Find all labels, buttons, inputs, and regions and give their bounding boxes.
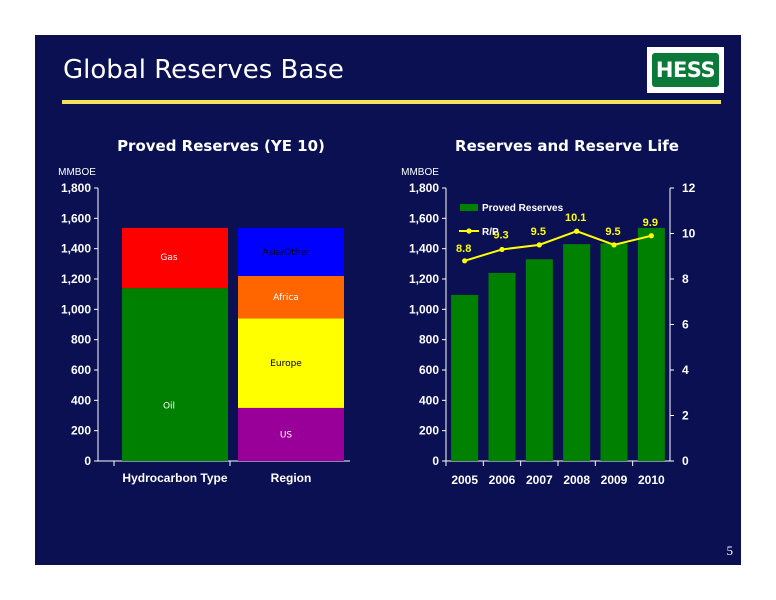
chart1-y-tick-label: 1,600 xyxy=(61,211,91,225)
chart2-y-tick-label: 1,000 xyxy=(409,302,439,316)
chart2-y-tick-label: 800 xyxy=(419,333,439,347)
chart1-y-tick-label: 1,200 xyxy=(61,272,91,286)
chart2-y2-tick-label: 12 xyxy=(682,181,696,195)
chart1-y-tick-label: 1,000 xyxy=(61,302,91,316)
chart1-segment-label: Oil xyxy=(163,402,175,412)
chart2-bar xyxy=(451,294,479,461)
chart2-rp-point xyxy=(536,242,542,248)
chart2-rp-point xyxy=(499,246,505,253)
chart2-bar xyxy=(637,227,665,461)
chart2-bar xyxy=(563,244,591,461)
chart1-segment-label: US xyxy=(280,430,293,440)
chart1-title: Proved Reserves (YE 10) xyxy=(117,137,325,155)
chart1-y-tick-label: 0 xyxy=(84,454,91,468)
hess-logo: HESS xyxy=(647,47,724,93)
chart2-legend-bar-swatch xyxy=(460,204,478,211)
chart2-y-tick-label: 600 xyxy=(419,363,439,377)
chart2-y2-tick-label: 6 xyxy=(682,318,689,332)
chart2-rp-data-label: 9.9 xyxy=(643,217,658,229)
chart1-bar-segment xyxy=(238,318,344,408)
chart2-rp-point xyxy=(611,242,617,248)
chart1-y-tick-label: 1,800 xyxy=(61,181,91,195)
chart1-bar-segment xyxy=(122,227,228,289)
chart2-rp-data-label: 8.8 xyxy=(456,243,471,255)
chart2-rp-data-label: 10.1 xyxy=(565,212,586,224)
chart2-y2-tick-label: 10 xyxy=(682,227,696,241)
chart2-x-tick-label: 2010 xyxy=(638,473,665,487)
chart1-bar-segment xyxy=(238,407,344,461)
chart2-y-tick-label: 1,800 xyxy=(409,181,439,195)
chart2-y2-tick-label: 4 xyxy=(682,363,689,377)
chart1-segment-label: Europe xyxy=(270,359,302,369)
chart2-y-tick-label: 1,400 xyxy=(409,242,439,256)
chart2-y2-tick-label: 0 xyxy=(682,454,689,468)
chart2-rp-point xyxy=(648,233,654,239)
chart2-x-tick-label: 2005 xyxy=(451,473,478,487)
chart2-bar xyxy=(525,259,553,461)
hess-logo-badge: HESS xyxy=(652,53,719,87)
chart1-segment-label: Gas xyxy=(160,253,177,263)
chart1-y-tick-label: 200 xyxy=(71,424,91,438)
chart2-title: Reserves and Reserve Life xyxy=(455,137,679,155)
page-number: 5 xyxy=(726,543,734,558)
chart2-y2-tick-label: 2 xyxy=(682,409,689,423)
slide-title: Global Reserves Base xyxy=(63,55,344,85)
chart2-unit-label: MMBOE xyxy=(401,167,439,178)
chart1-bar-segment xyxy=(238,227,344,276)
chart2-y-tick-label: 1,200 xyxy=(409,272,439,286)
chart1-y-tick-label: 800 xyxy=(71,333,91,347)
hess-logo-text: HESS xyxy=(655,58,716,82)
chart2-y-tick-label: 1,600 xyxy=(409,211,439,225)
chart1-segment-label: Asia/Other xyxy=(262,248,310,258)
chart2-legend-bar-label: Proved Reserves xyxy=(482,203,564,214)
chart1-bar-segment xyxy=(238,275,344,319)
chart1-y-tick-label: 400 xyxy=(71,393,91,407)
chart2-rp-data-label: 9.5 xyxy=(605,226,620,238)
chart1-unit-label: MMBOE xyxy=(58,167,96,178)
chart2-legend-line-marker xyxy=(466,228,472,234)
chart2-rp-point xyxy=(462,258,468,264)
chart2-x-tick-label: 2008 xyxy=(563,473,590,487)
chart2-x-tick-label: 2007 xyxy=(526,473,553,487)
chart1-segment-label: Africa xyxy=(273,293,299,303)
chart2-legend-line-label: R/P xyxy=(482,227,499,238)
chart2-x-tick-label: 2009 xyxy=(601,473,628,487)
chart2-rp-point xyxy=(574,228,580,234)
chart1-bar-segment xyxy=(122,288,228,461)
chart2-y2-tick-label: 8 xyxy=(682,272,689,286)
chart1-y-tick-label: 600 xyxy=(71,363,91,377)
chart1-x-tick-label: Hydrocarbon Type xyxy=(122,471,227,485)
chart2-y-tick-label: 200 xyxy=(419,424,439,438)
chart2-y-tick-label: 0 xyxy=(432,454,439,468)
chart2-y-tick-label: 400 xyxy=(419,393,439,407)
chart1-x-tick-label: Region xyxy=(271,471,312,485)
chart2-bar xyxy=(488,272,516,461)
title-underline xyxy=(62,100,721,104)
chart2-x-tick-label: 2006 xyxy=(489,473,516,487)
chart2-rp-data-label: 9.5 xyxy=(531,226,546,238)
chart2-rp-data-label: 9.3 xyxy=(493,229,508,241)
chart1-y-tick-label: 1,400 xyxy=(61,242,91,256)
chart2-rp-line xyxy=(464,230,652,262)
chart2-bar xyxy=(600,243,628,461)
